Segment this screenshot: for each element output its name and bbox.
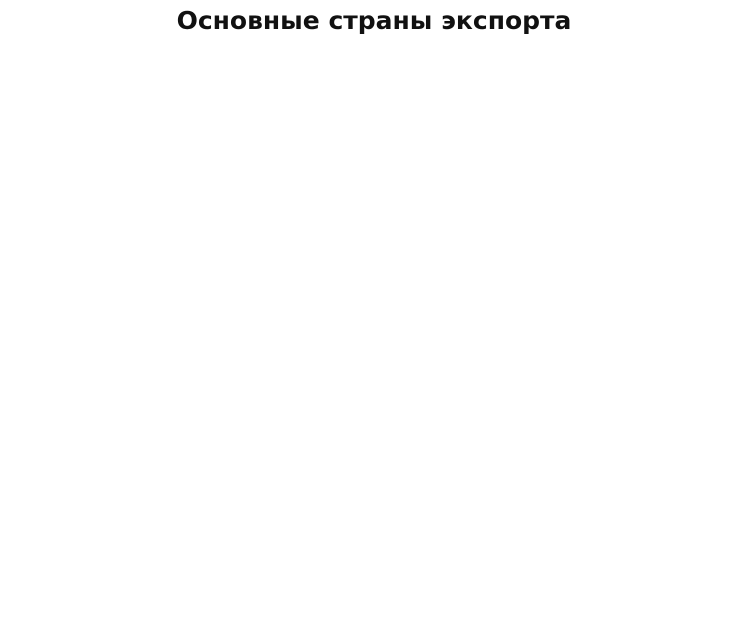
chart-title: Основные страны экспорта xyxy=(176,6,572,35)
